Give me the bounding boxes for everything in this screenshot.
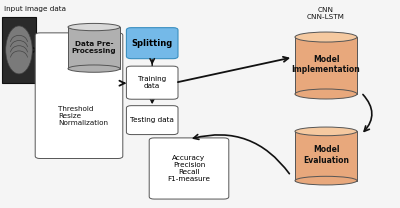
Text: Training
data: Training data (138, 76, 166, 89)
Text: Testing data: Testing data (130, 117, 174, 123)
FancyBboxPatch shape (126, 66, 178, 99)
Ellipse shape (295, 176, 357, 185)
Ellipse shape (68, 65, 120, 72)
Bar (295, 131, 357, 181)
Bar (295, 37, 357, 94)
Text: Model
Evaluation: Model Evaluation (303, 145, 349, 165)
Ellipse shape (6, 26, 32, 74)
FancyBboxPatch shape (126, 28, 178, 59)
Bar (68, 27, 120, 69)
Text: Model
Implementation: Model Implementation (292, 55, 360, 74)
Ellipse shape (295, 32, 357, 42)
Text: Accuracy
Precision
Recall
F1-measure: Accuracy Precision Recall F1-measure (168, 155, 210, 182)
FancyBboxPatch shape (35, 33, 123, 158)
Ellipse shape (68, 24, 120, 31)
Text: Data Pre-
Processing: Data Pre- Processing (72, 41, 116, 54)
Text: Splitting: Splitting (132, 39, 173, 48)
FancyBboxPatch shape (149, 138, 229, 199)
Ellipse shape (295, 127, 357, 136)
Text: Threshold
Resize
Normalization: Threshold Resize Normalization (58, 106, 108, 126)
Text: Input image data: Input image data (4, 6, 66, 12)
Ellipse shape (295, 89, 357, 99)
Text: CNN
CNN-LSTM: CNN CNN-LSTM (307, 7, 345, 20)
FancyBboxPatch shape (2, 17, 36, 83)
FancyBboxPatch shape (126, 106, 178, 135)
